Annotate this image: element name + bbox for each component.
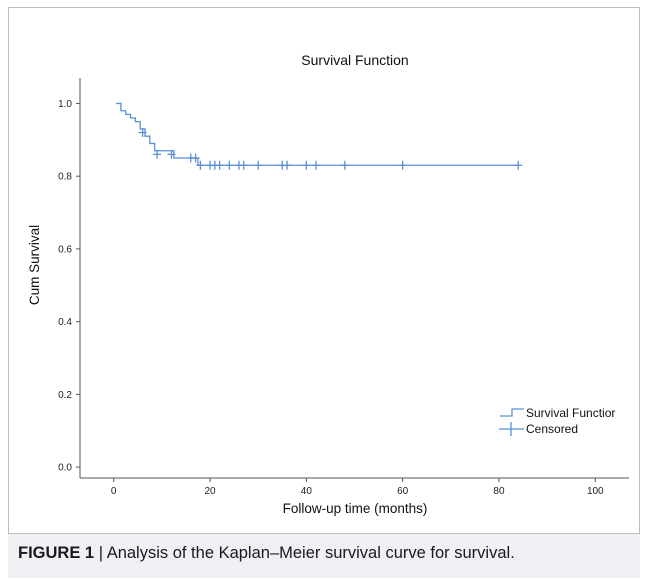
legend: Survival Functior Censored — [499, 406, 615, 436]
legend-label-censored: Censored — [526, 422, 578, 436]
caption-separator: | — [98, 544, 103, 562]
y-ticks: 0.0 0.2 0.4 0.6 0.8 1.0 — [58, 99, 80, 474]
caption-label: FIGURE 1 — [18, 544, 95, 562]
x-axis-title: Follow-up time (months) — [283, 501, 428, 516]
y-tick-label: 0.0 — [58, 463, 72, 474]
chart-title: Survival Function — [301, 52, 408, 68]
x-tick-label: 80 — [493, 486, 505, 497]
caption-text: Analysis of the Kaplan–Meier survival cu… — [106, 544, 515, 562]
x-ticks: 0 20 40 60 80 100 — [111, 478, 604, 497]
y-tick-label: 1.0 — [58, 99, 72, 110]
x-tick-label: 0 — [111, 486, 117, 497]
y-tick-label: 0.6 — [58, 244, 72, 255]
series-layer — [116, 102, 523, 170]
y-tick-label: 0.8 — [58, 172, 72, 183]
legend-step-swatch — [500, 408, 524, 417]
figure-panel: Survival Function 0.0 0.2 0.4 0.6 0.8 1.0 0 20… — [8, 7, 640, 534]
y-tick-label: 0.4 — [58, 317, 72, 328]
x-tick-label: 60 — [397, 486, 409, 497]
plot-frame — [79, 78, 629, 479]
legend-label-survival: Survival Functior — [526, 406, 615, 420]
x-tick-label: 40 — [301, 486, 313, 497]
survival-step-line — [116, 102, 519, 166]
chart: Survival Function 0.0 0.2 0.4 0.6 0.8 1.0 0 20… — [27, 52, 629, 516]
y-axis-title: Cum Survival — [27, 225, 42, 305]
y-tick-label: 0.2 — [58, 390, 72, 401]
x-tick-label: 100 — [587, 486, 604, 497]
x-tick-label: 20 — [204, 486, 216, 497]
figure-caption: FIGURE 1 | Analysis of the Kaplan–Meier … — [8, 534, 640, 578]
